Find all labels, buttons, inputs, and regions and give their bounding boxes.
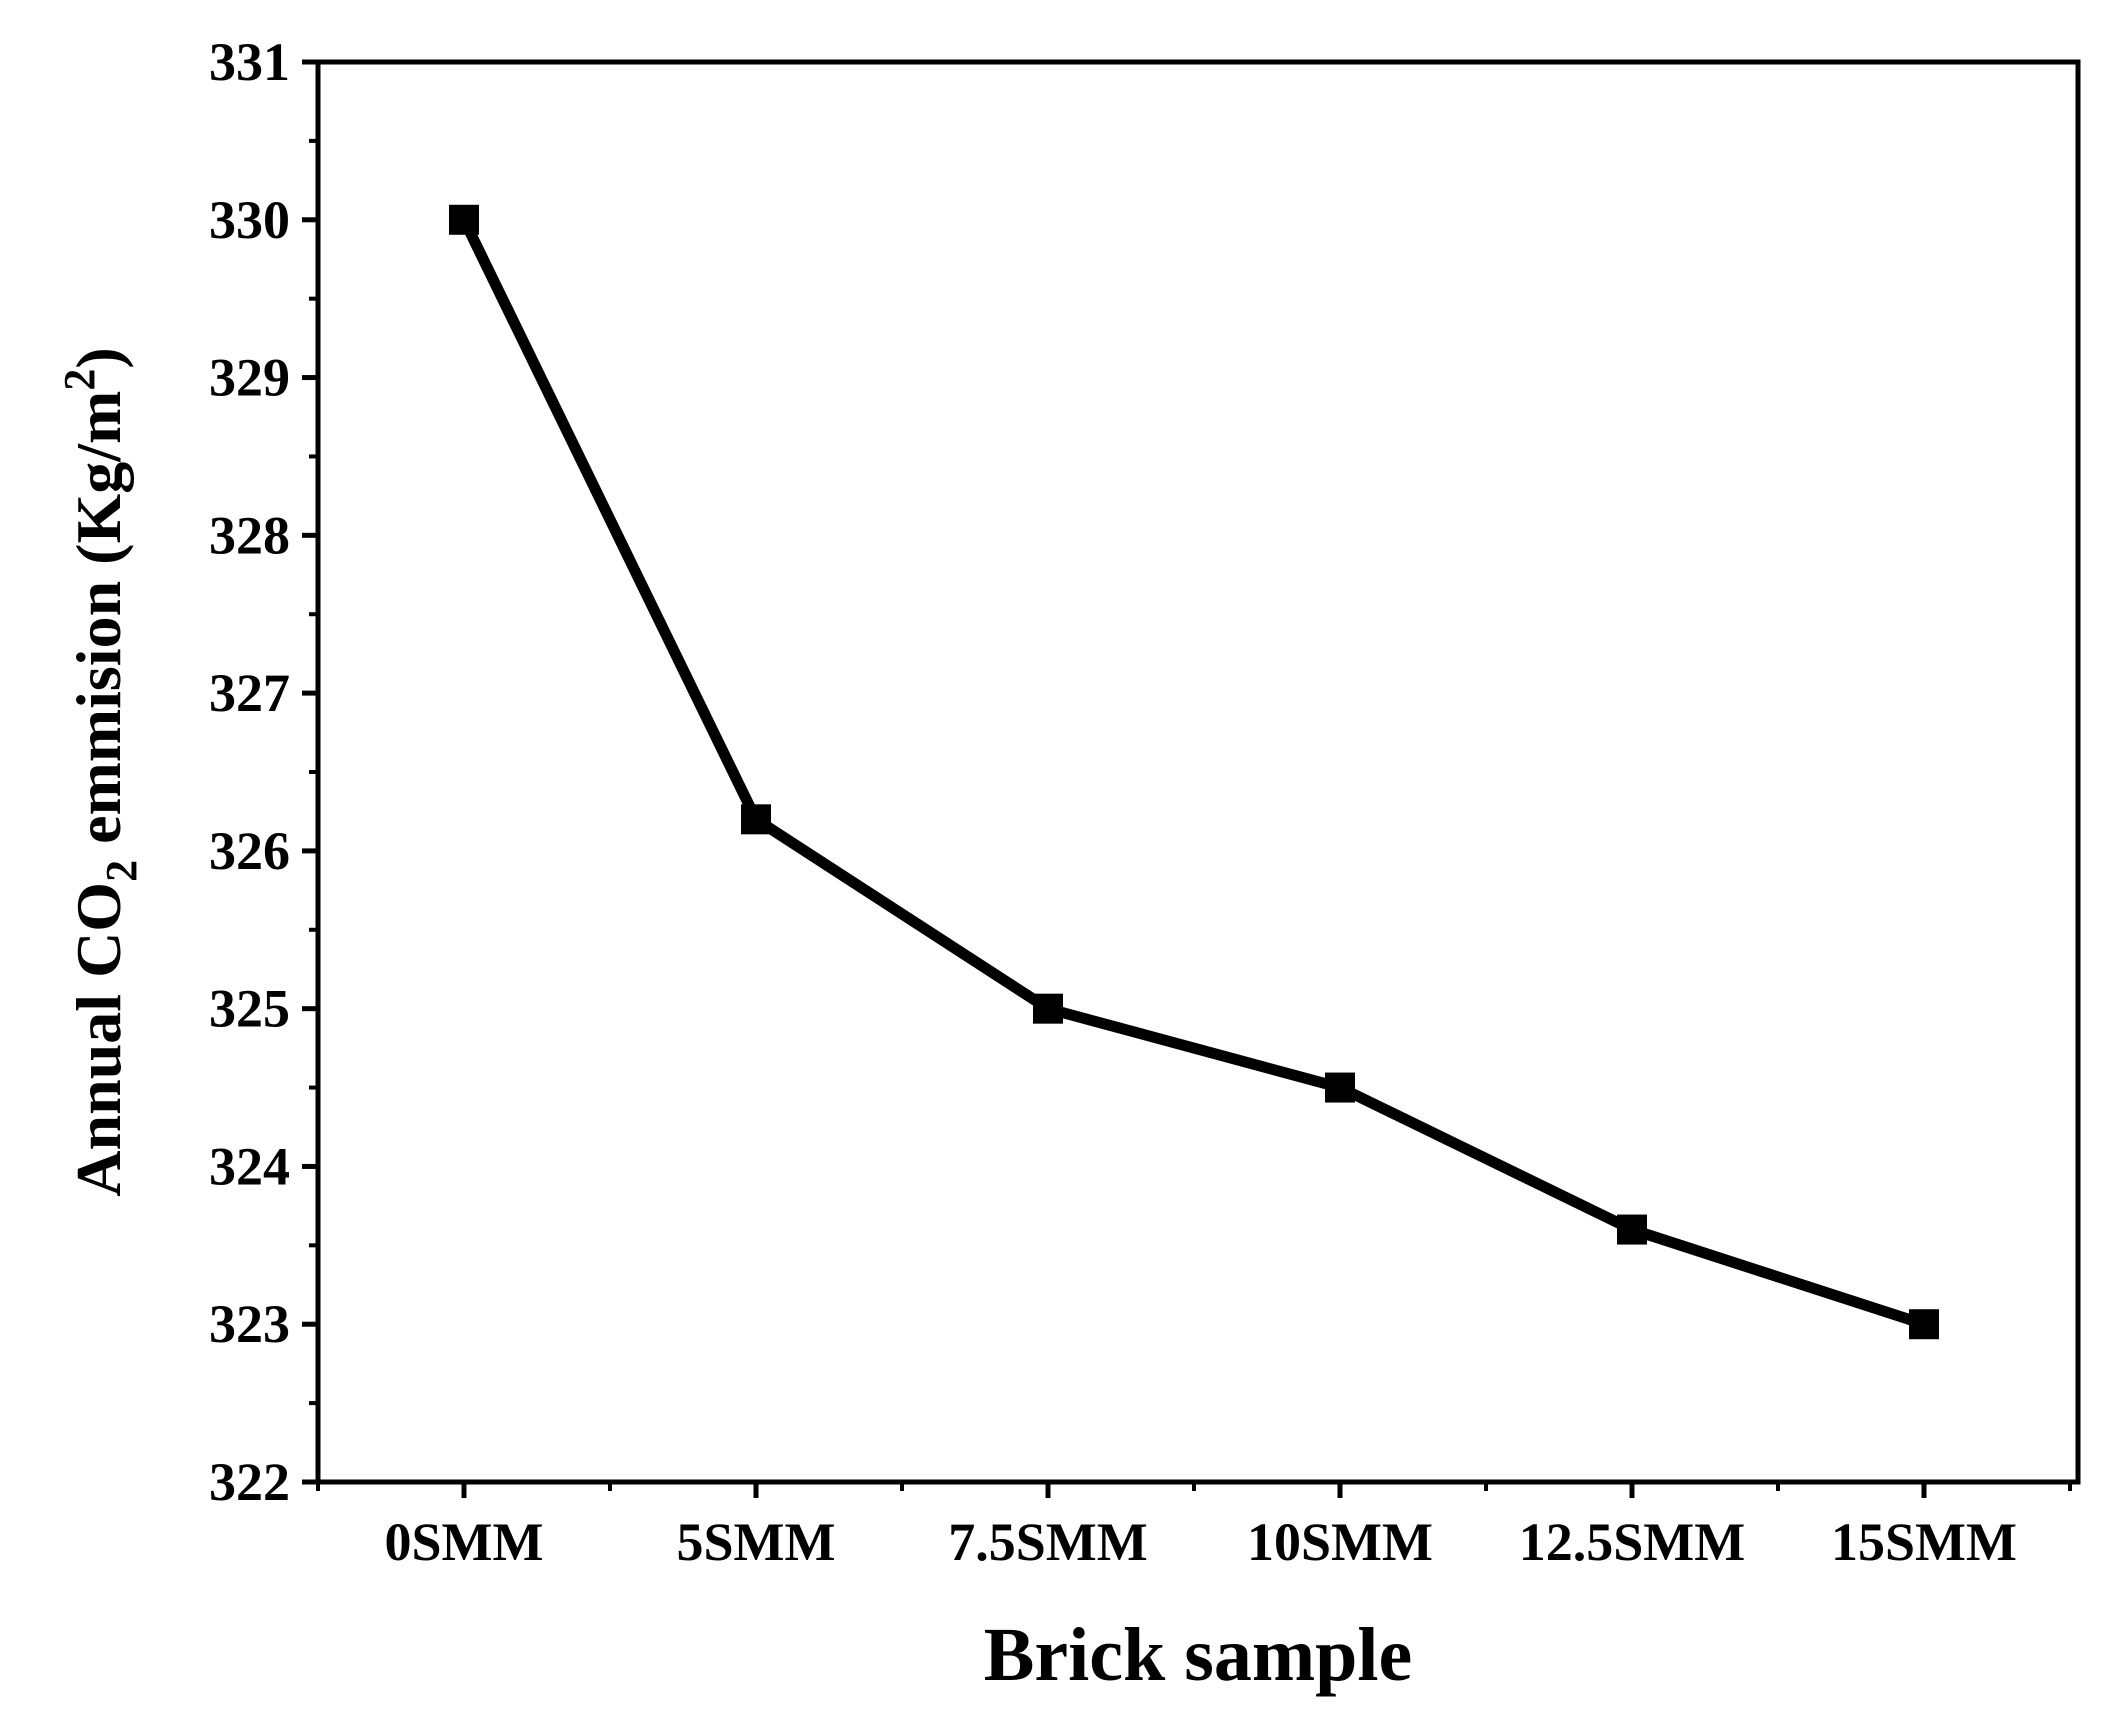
y-axis-title-superscript: 2 (55, 369, 104, 391)
x-tick-label: 7.5SMM (948, 1512, 1147, 1572)
y-tick-label: 327 (209, 663, 290, 723)
x-axis-ticks: 0SMM 5SMM 7.5SMM 10SMM 12.5SMM 15SMM (316, 1482, 2072, 1572)
data-point-marker (741, 804, 771, 835)
x-axis-title: Brick sample (984, 1613, 1413, 1697)
y-tick-label: 324 (209, 1136, 290, 1196)
y-axis-ticks: 322 323 324 325 326 327 328 329 330 331 (209, 32, 318, 1512)
y-tick-label: 329 (209, 348, 290, 408)
series-line (459, 217, 1926, 1330)
y-axis-title: Annual CO2 emmision (Kg/m2) (55, 347, 146, 1196)
y-tick-label: 322 (209, 1452, 290, 1512)
x-tick-label: 15SMM (1831, 1512, 2017, 1572)
series-layer (449, 204, 1939, 1340)
y-tick-label: 328 (209, 505, 290, 565)
plot-frame (315, 59, 2081, 1485)
y-axis-title-middle: emmision (Kg/m (63, 391, 134, 860)
y-tick-label: 326 (209, 821, 290, 881)
y-axis-title-subscript: 2 (97, 860, 146, 882)
data-point-marker (1909, 1309, 1939, 1340)
y-axis-title-suffix: ) (63, 347, 134, 368)
x-tick-label: 0SMM (385, 1512, 544, 1572)
y-tick-label: 325 (209, 979, 290, 1039)
y-tick-label: 331 (209, 32, 290, 92)
y-tick-label: 330 (209, 190, 290, 250)
data-point-marker (1617, 1214, 1647, 1245)
y-axis-title-prefix: Annual CO (63, 882, 134, 1197)
x-tick-label: 5SMM (677, 1512, 836, 1572)
data-point-marker (449, 204, 479, 235)
y-tick-label: 323 (209, 1294, 290, 1354)
x-tick-label: 10SMM (1247, 1512, 1433, 1572)
data-point-marker (1325, 1072, 1355, 1103)
x-tick-label: 12.5SMM (1519, 1512, 1745, 1572)
data-point-marker (1033, 993, 1063, 1024)
